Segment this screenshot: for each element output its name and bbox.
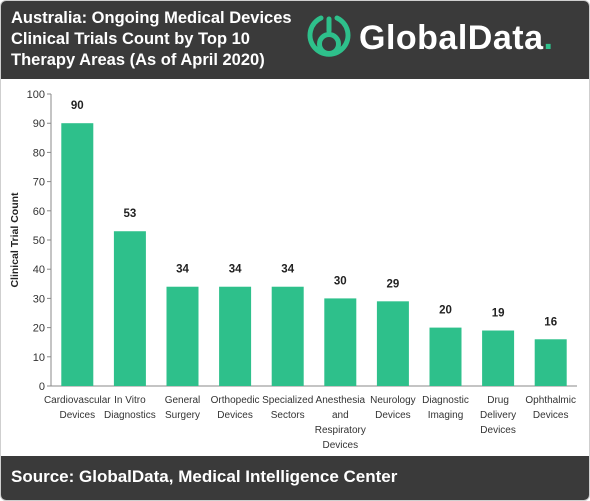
chart-header: Australia: Ongoing Medical Devices Clini… [1,1,589,79]
chart-title: Australia: Ongoing Medical Devices Clini… [11,9,292,69]
bar-value-label: 34 [281,264,294,276]
bar-value-label: 90 [71,100,84,112]
bar [61,123,94,386]
bar-value-label: 30 [334,275,347,287]
x-tick-label: Drug Delivery Devices [480,395,516,436]
y-tick-label: 70 [33,177,45,189]
y-tick-label: 90 [33,118,45,130]
x-tick-label: Ophthalmic Devices [525,395,576,421]
y-axis-title: Clinical Trial Count [9,192,21,288]
y-tick-label: 80 [33,147,45,159]
y-tick-label: 40 [33,264,45,276]
bar [271,286,304,386]
y-tick-label: 10 [33,352,45,364]
logo-wordmark: GlobalData. [359,19,553,58]
logo-dot: . [543,18,554,57]
bar [113,231,146,386]
y-tick-label: 50 [33,235,45,247]
globaldata-logo-icon [307,15,351,57]
bar [534,339,567,386]
x-tick-label: Specialized Sectors [262,395,313,421]
bar [482,330,515,386]
bar [324,298,357,386]
bar-value-label: 34 [229,264,242,276]
chart-footer: Source: GlobalData, Medical Intelligence… [1,456,589,500]
x-tick-label: Anesthesia and Respiratory Devices [315,395,366,451]
x-tick-label: Diagnostic Imaging [422,395,469,421]
bar-value-label: 29 [387,278,400,290]
bar-value-label: 19 [492,308,505,320]
source-note: Source: GlobalData, Medical Intelligence… [11,467,398,486]
x-tick-label: General Surgery [165,395,201,421]
bar [166,286,199,386]
x-tick-label: Orthopedic Devices [211,395,260,421]
y-tick-label: 100 [27,89,45,101]
bar [219,286,252,386]
bars-group: 90 53 34 34 34 30 29 20 19 16 [61,100,567,386]
x-tick-label: In Vitro Diagnostics [104,395,156,421]
y-tick-label: 20 [33,323,45,335]
y-tick-label: 30 [33,293,45,305]
y-tick-label: 60 [33,206,45,218]
bar-chart: 0 10 20 30 40 50 60 70 80 90 100 Clinical Trial Cou… [9,89,577,451]
bar-value-label: 34 [176,264,189,276]
bar-value-label: 16 [544,316,557,328]
bar [376,301,409,386]
bar-value-label: 20 [439,305,452,317]
y-tick-label: 0 [39,381,45,393]
bar [429,327,462,386]
globaldata-logo: GlobalData. [307,13,553,63]
x-tick-label: Cardiovascular Devices [44,395,111,421]
x-tick-label: Neurology Devices [370,395,416,421]
bar-value-label: 53 [124,208,137,220]
logo-text: GlobalData [359,18,544,57]
